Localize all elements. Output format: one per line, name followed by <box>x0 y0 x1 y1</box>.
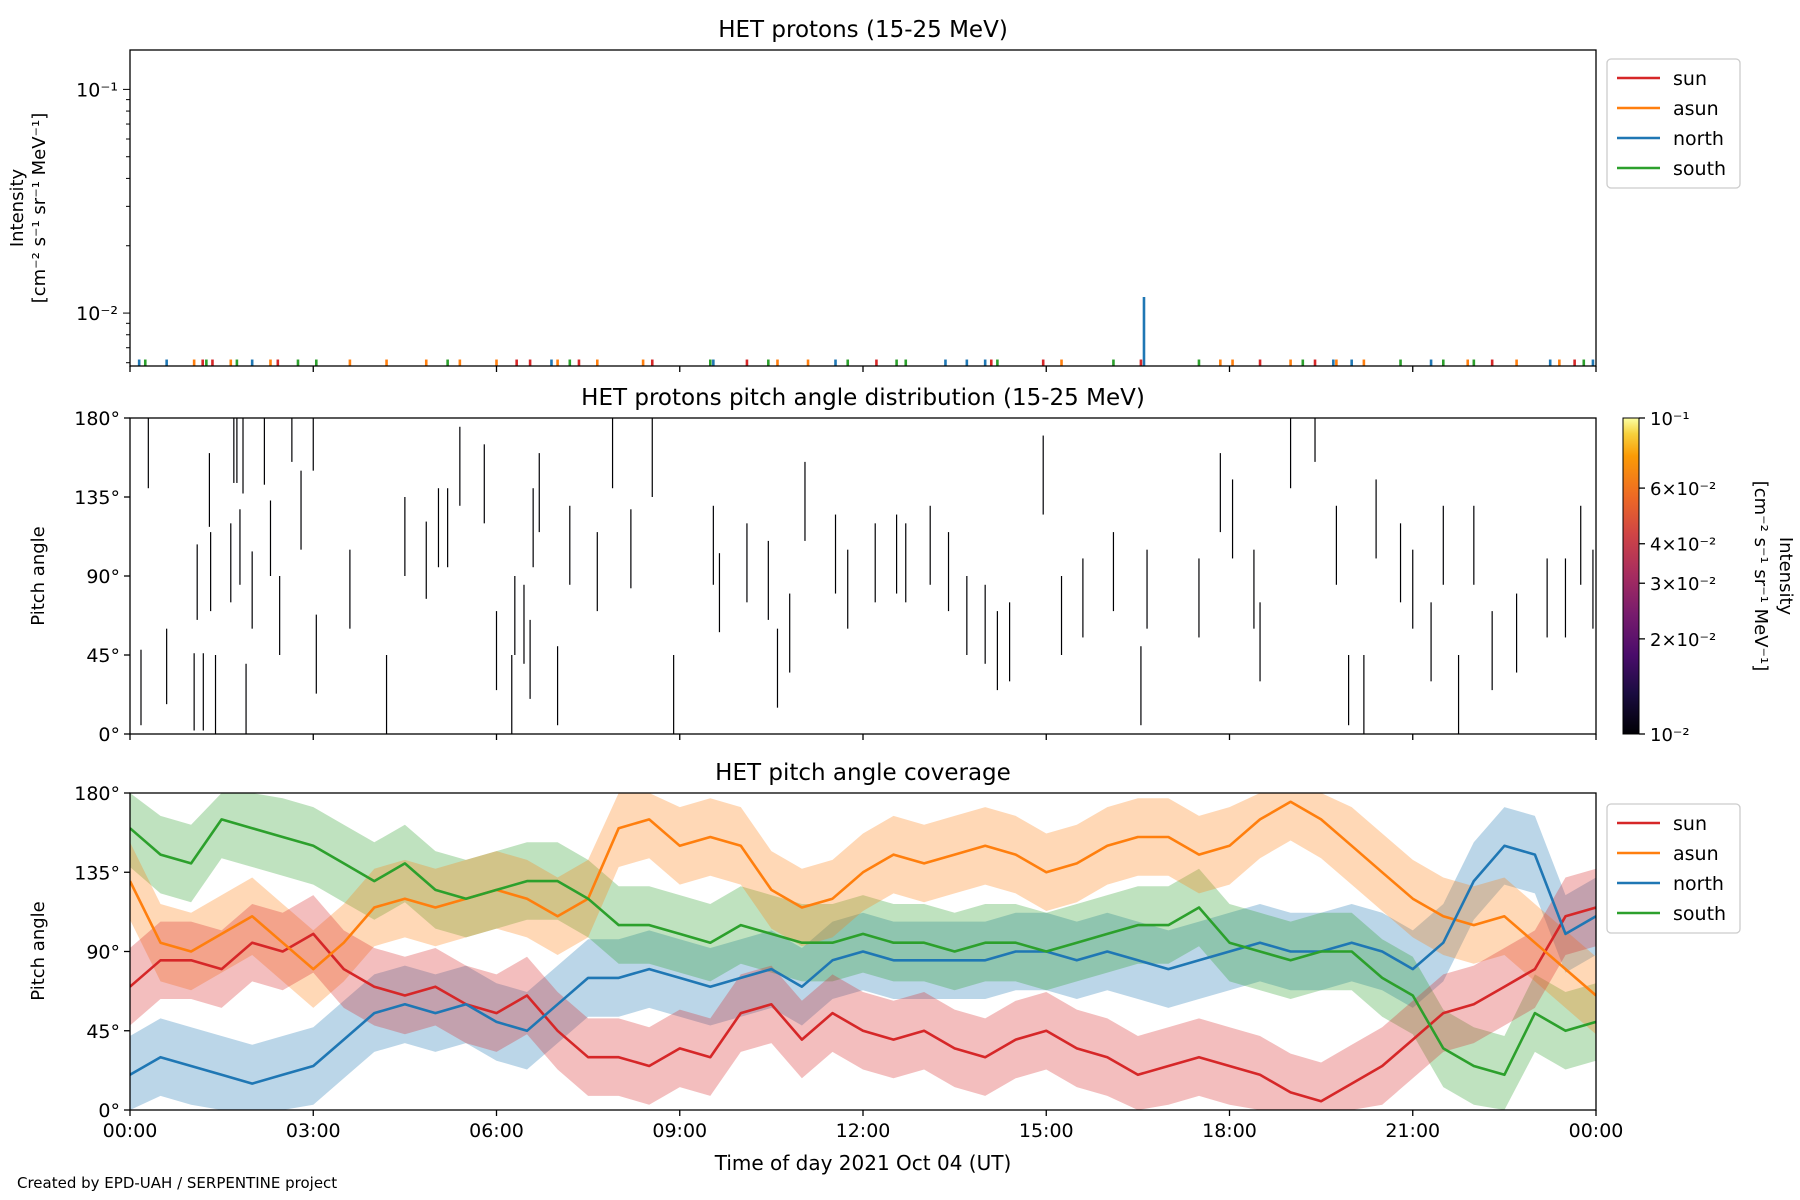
intensity-x-ticks <box>129 366 1597 372</box>
colorbar-tick-label: 3×10⁻² <box>1650 574 1716 595</box>
coverage-panel: HET pitch angle coverage 0° 45° 90° 135° 180… <box>28 760 1741 1175</box>
credit-footer: Created by EPD-UAH / SERPENTINE project <box>17 1174 338 1192</box>
south-coverage-line <box>130 818 1596 1077</box>
coverage-panel-title: HET pitch angle coverage <box>715 760 1011 786</box>
colorbar-tick-label: 10⁻² <box>1650 725 1690 746</box>
y-tick-label: 135° <box>74 862 120 884</box>
colorbar-label-line1: Intensity <box>1775 537 1796 616</box>
y-tick-label: 45° <box>86 645 120 667</box>
y-tick-label: 135° <box>74 487 120 509</box>
colorbar: 10⁻¹ 6×10⁻² 4×10⁻² 3×10⁻² 2×10⁻² 10⁻² Intensi… <box>1622 409 1796 746</box>
sun-coverage-line <box>130 906 1596 1103</box>
coverage-y-label: Pitch angle <box>28 901 49 1000</box>
sun-legend-label: sun <box>1673 813 1707 835</box>
pad-panel: HET protons pitch angle distribution (15… <box>28 385 1796 746</box>
pad-cells <box>140 418 1594 734</box>
asun-coverage-band <box>130 793 1596 1035</box>
intensity-y-label-line2: [cm⁻² s⁻¹ sr⁻¹ MeV⁻¹] <box>29 113 50 304</box>
north-coverage-line <box>130 844 1596 1085</box>
x-tick-label: 21:00 <box>1385 1120 1440 1142</box>
colorbar-gradient <box>1622 417 1640 735</box>
colorbar-label-line2: [cm⁻² s⁻¹ sr⁻¹ MeV⁻¹] <box>1750 481 1771 672</box>
north-legend-label: north <box>1673 128 1724 150</box>
intensity-panel-title: HET protons (15-25 MeV) <box>718 17 1008 43</box>
y-tick-label: 180° <box>74 783 120 805</box>
y-tick-label: 10⁻² <box>76 303 118 325</box>
pad-panel-title: HET protons pitch angle distribution (15… <box>581 385 1145 411</box>
north-coverage-band <box>130 807 1596 1110</box>
colorbar-tick-label: 10⁻¹ <box>1650 409 1690 430</box>
x-tick-label: 18:00 <box>1202 1120 1257 1142</box>
y-tick-label: 10⁻¹ <box>76 79 118 101</box>
x-tick-label: 09:00 <box>652 1120 707 1142</box>
x-tick-label: 00:00 <box>103 1120 158 1142</box>
pad-y-axis: 0° 45° 90° 135° 180° <box>74 408 130 746</box>
asun-legend-label: asun <box>1673 98 1719 120</box>
y-tick-label: 45° <box>86 1021 120 1043</box>
north-legend-label: north <box>1673 873 1724 895</box>
intensity-y-label-line1: Intensity <box>7 168 28 247</box>
asun-coverage-line <box>130 800 1596 997</box>
y-tick-label: 180° <box>74 408 120 430</box>
coverage-series <box>130 793 1596 1110</box>
x-tick-label: 00:00 <box>1569 1120 1624 1142</box>
y-tick-label: 90° <box>86 942 120 964</box>
coverage-legend: sun asun north south <box>1606 803 1741 934</box>
y-tick-label: 90° <box>86 566 120 588</box>
intensity-legend: sun asun north south <box>1606 58 1741 189</box>
coverage-y-axis: 0° 45° 90° 135° 180° <box>74 783 130 1122</box>
x-tick-label: 06:00 <box>469 1120 524 1142</box>
x-axis-label: Time of day 2021 Oct 04 (UT) <box>714 1151 1012 1175</box>
pad-y-label: Pitch angle <box>28 526 49 625</box>
asun-legend-label: asun <box>1673 843 1719 865</box>
colorbar-ticks: 10⁻¹ 6×10⁻² 4×10⁻² 3×10⁻² 2×10⁻² 10⁻² <box>1639 409 1716 746</box>
sun-coverage-band <box>130 868 1596 1110</box>
pad-x-ticks <box>129 734 1597 740</box>
colorbar-tick-label: 4×10⁻² <box>1650 535 1716 556</box>
y-tick-label: 0° <box>98 1100 120 1122</box>
south-legend-label: south <box>1673 903 1726 925</box>
x-tick-label: 03:00 <box>286 1120 341 1142</box>
intensity-spikes <box>137 297 1595 366</box>
y-tick-label: 0° <box>98 724 120 746</box>
colorbar-tick-label: 2×10⁻² <box>1650 630 1716 651</box>
coverage-x-ticks: 00:00 03:00 06:00 09:00 12:00 15:00 18:00 21:00… <box>103 1110 1624 1142</box>
x-tick-label: 12:00 <box>836 1120 891 1142</box>
x-tick-label: 15:00 <box>1019 1120 1074 1142</box>
intensity-plot-frame <box>129 49 1597 367</box>
intensity-panel: HET protons (15-25 MeV) 10⁻¹ 10⁻² Intensi… <box>7 17 1741 372</box>
intensity-y-axis: 10⁻¹ 10⁻² <box>76 79 130 364</box>
sun-legend-label: sun <box>1673 68 1707 90</box>
south-legend-label: south <box>1673 158 1726 180</box>
colorbar-tick-label: 6×10⁻² <box>1650 479 1716 500</box>
